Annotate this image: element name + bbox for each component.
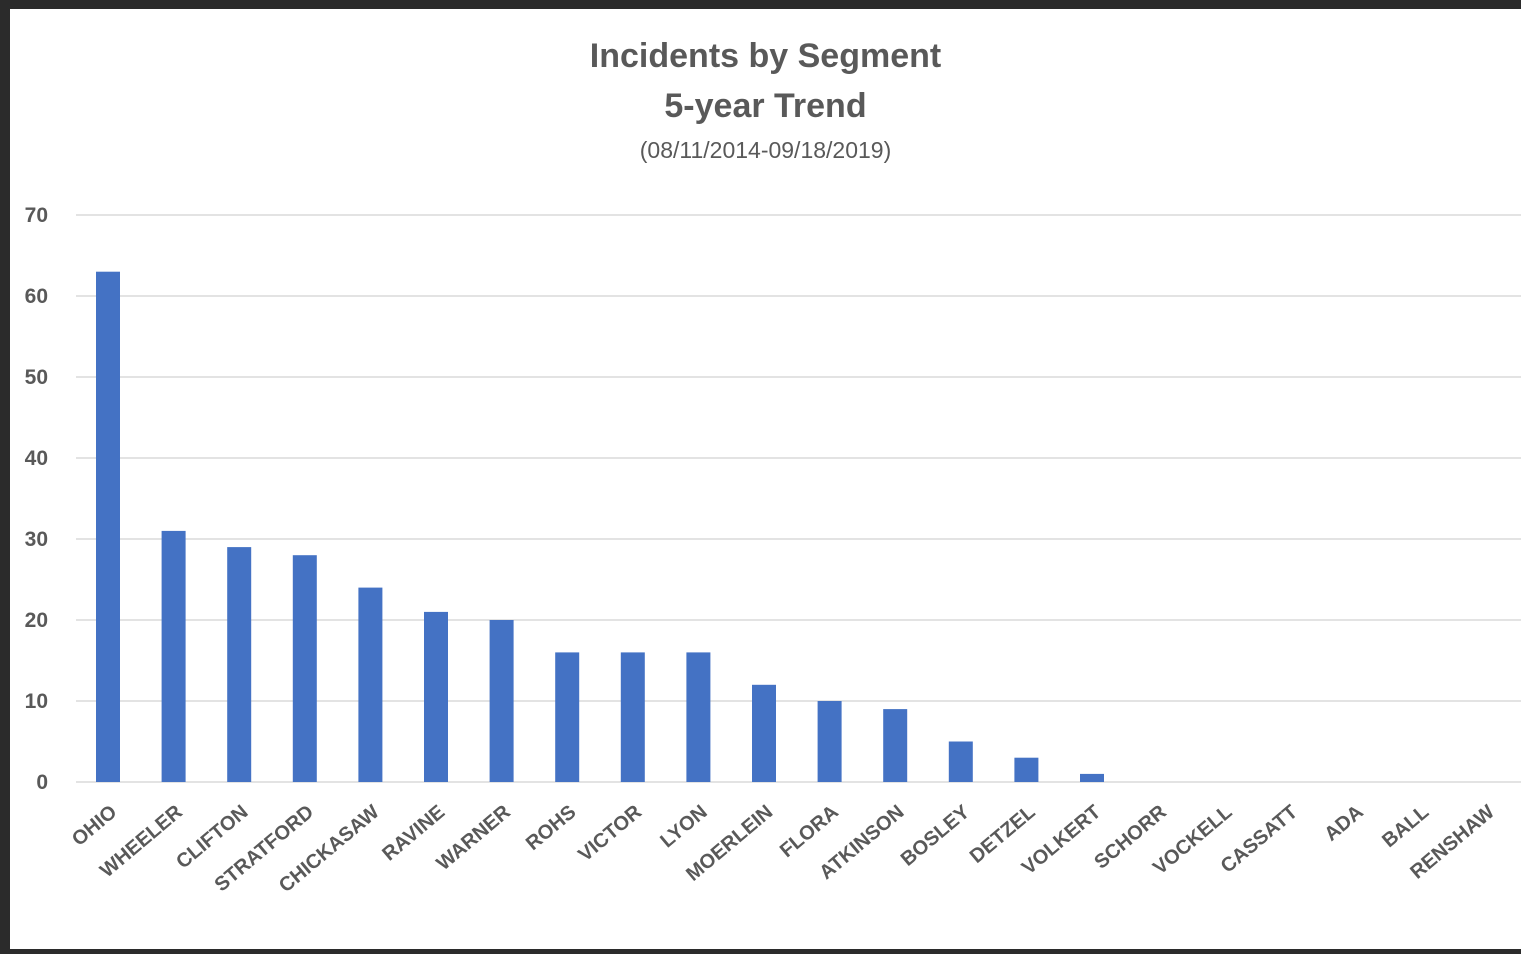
x-category-label: BOSLEY <box>897 801 975 871</box>
y-tick-label: 60 <box>25 285 48 308</box>
chart-frame: Incidents by Segment 5-year Trend (08/11… <box>10 9 1521 949</box>
bar <box>358 587 383 782</box>
chart-subtitle: (08/11/2014-09/18/2019) <box>639 137 892 163</box>
x-category-label: ROHS <box>522 801 580 855</box>
y-tick-label: 40 <box>25 447 48 470</box>
x-category-label: WARNER <box>433 801 516 875</box>
x-category-label: BALL <box>1378 801 1433 852</box>
chart-title-line-2: 5-year Trend <box>664 87 867 125</box>
y-tick-label: 20 <box>25 609 48 632</box>
bar <box>620 652 645 782</box>
bar <box>948 741 973 782</box>
y-tick-label: 30 <box>25 528 48 551</box>
x-category-label: VICTOR <box>574 801 646 867</box>
chart-titles: Incidents by Segment 5-year Trend (08/11… <box>10 31 1521 167</box>
bar <box>686 652 711 782</box>
bar <box>96 271 120 782</box>
bar <box>424 611 448 782</box>
y-tick-label: 10 <box>25 690 48 713</box>
bar <box>1014 757 1039 782</box>
bar <box>227 547 252 782</box>
y-tick-label: 70 <box>25 204 48 227</box>
bar <box>883 709 908 782</box>
bar <box>817 701 842 782</box>
bar <box>555 652 580 782</box>
y-tick-label: 50 <box>25 366 48 389</box>
bar <box>1080 773 1104 782</box>
x-category-label: LYON <box>656 801 711 852</box>
x-category-label: OHIO <box>68 801 121 851</box>
x-category-label: ADA <box>1320 801 1367 846</box>
bar <box>292 555 317 782</box>
bar <box>161 530 186 782</box>
bar-chart-plot: 010203040506070OHIOWHEELERCLIFTONSTRATFO… <box>25 204 1521 897</box>
chart-title-line-1: Incidents by Segment <box>589 37 942 75</box>
bar <box>489 620 514 782</box>
y-tick-label: 0 <box>36 771 48 794</box>
bar <box>752 684 776 782</box>
